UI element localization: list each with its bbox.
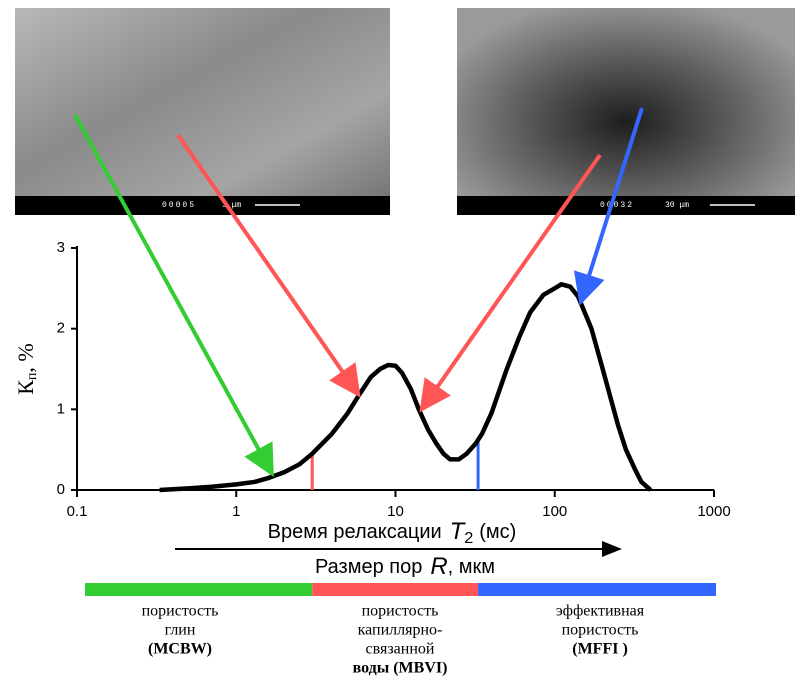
label-part: , %	[13, 343, 38, 372]
arrow	[73, 114, 274, 478]
image-scale: 30 μm	[665, 201, 689, 210]
band-label: связанной	[366, 641, 435, 658]
sem-image	[457, 8, 795, 215]
band-segment	[478, 583, 716, 596]
band-label: (MFFI )	[572, 641, 628, 658]
x-tick-label: 10	[387, 503, 404, 520]
label-part: 2	[464, 530, 473, 547]
band-label: воды (MBVI)	[353, 660, 448, 677]
image-caption-bar	[15, 196, 390, 215]
x-tick-label: 0.1	[67, 503, 88, 520]
band-label: пористость	[142, 603, 219, 620]
image-id: 00032	[600, 201, 634, 210]
label-part: К	[13, 380, 38, 395]
label-part: T	[450, 518, 467, 545]
x-tick-label: 1000	[697, 503, 730, 520]
band-label: глин	[165, 622, 196, 639]
plot-area: 0 1 2 3 0.1 1 10 100 1000 Кп, %	[13, 239, 731, 520]
image-scale: 3 μm	[222, 201, 241, 210]
band-segment	[312, 583, 479, 596]
y-tick-label: 0	[57, 481, 65, 498]
label-part: Размер пор	[315, 556, 422, 578]
y-tick-label: 2	[57, 320, 65, 337]
band-segment	[85, 583, 313, 596]
label-part: (мс)	[479, 521, 516, 543]
y-tick-label: 3	[57, 239, 65, 256]
label-part: , мкм	[448, 556, 495, 578]
band-label: эффективная	[556, 603, 645, 620]
sem-image	[15, 8, 390, 215]
x-axis-label-2: Размер пор R, мкм	[315, 553, 495, 580]
band-label: пористость	[362, 603, 439, 620]
label-part: R	[430, 553, 447, 580]
image-id: 00005	[162, 201, 196, 210]
band-label: капиллярно-	[358, 622, 443, 639]
arrow	[419, 153, 602, 413]
label-part: п	[25, 372, 40, 380]
arrow	[176, 133, 361, 398]
curve	[159, 282, 653, 493]
x-tick-label: 1	[232, 503, 240, 520]
image-caption-bar	[457, 196, 795, 215]
y-axis-label: Кп, %	[13, 343, 40, 395]
band-label: пористость	[562, 622, 639, 639]
x-axis-label: Время релаксации T2 (мс)	[268, 518, 517, 547]
y-tick-label: 1	[57, 400, 65, 417]
x-tick-label: 100	[542, 503, 567, 520]
arrow	[573, 107, 644, 306]
label-part: Время релаксации	[268, 521, 442, 543]
band-label: (MCBW)	[148, 641, 212, 658]
